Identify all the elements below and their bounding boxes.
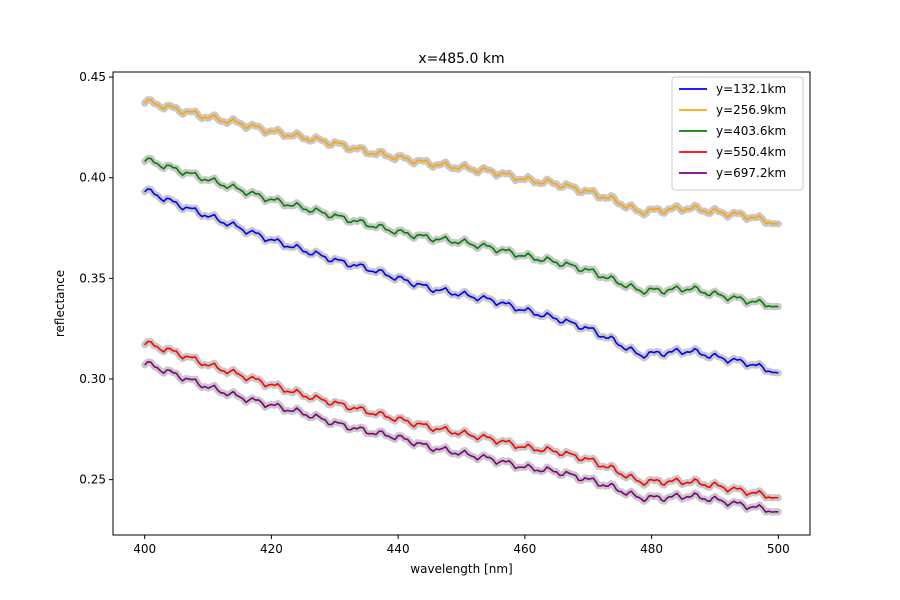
x-tick-label: 480	[640, 542, 663, 556]
legend-label: y=403.6km	[716, 124, 786, 138]
y-tick-label: 0.45	[79, 70, 106, 84]
y-tick-label: 0.25	[79, 473, 106, 487]
x-tick-label: 400	[133, 542, 156, 556]
series-line-4	[144, 340, 779, 499]
x-tick-label: 420	[260, 542, 283, 556]
legend-label: y=550.4km	[716, 145, 786, 159]
legend-label: y=256.9km	[716, 103, 786, 117]
legend-label: y=132.1km	[716, 82, 786, 96]
band-1	[141, 185, 782, 377]
legend-box	[671, 76, 804, 191]
legend-label: y=697.2km	[716, 166, 786, 180]
band-5	[141, 358, 782, 516]
y-axis-label: reflectance	[53, 270, 67, 337]
series-line-5	[144, 361, 779, 513]
y-tick-label: 0.30	[79, 372, 106, 386]
x-axis-label: wavelength [nm]	[410, 562, 512, 576]
series-line-3	[144, 157, 779, 308]
x-axis-ticks: 400 420 440 460 480 500	[133, 535, 790, 556]
axes-frame	[112, 71, 811, 536]
series-line-1	[144, 188, 779, 374]
band-4	[141, 337, 782, 502]
x-tick-label: 440	[387, 542, 410, 556]
chart-title: x=485.0 km	[418, 51, 504, 67]
x-tick-label: 500	[767, 542, 790, 556]
y-tick-label: 0.40	[79, 171, 106, 185]
x-tick-label: 460	[513, 542, 536, 556]
series-lines	[144, 98, 779, 513]
series-line-2	[144, 98, 779, 225]
y-tick-label: 0.35	[79, 271, 106, 285]
legend: y=132.1km y=256.9km y=403.6km y=550.4km y=69…	[671, 76, 804, 191]
y-axis-ticks: 0.25 0.30 0.35 0.40 0.45	[79, 70, 113, 487]
